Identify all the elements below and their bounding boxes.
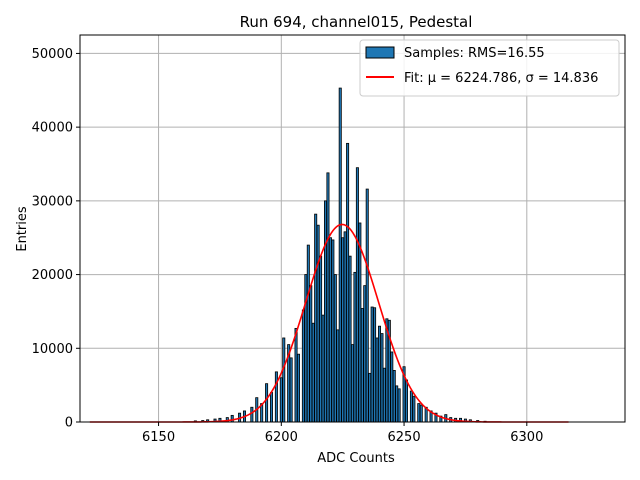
histogram-bar <box>355 167 359 423</box>
histogram-bar <box>390 351 394 423</box>
histogram-bar <box>358 222 362 423</box>
histogram-bar <box>326 172 330 423</box>
histogram-bar <box>269 392 273 423</box>
histogram-bar <box>368 372 372 423</box>
histogram-bar <box>289 357 293 423</box>
legend: Samples: RMS=16.55 Fit: μ = 6224.786, σ … <box>359 39 620 97</box>
histogram-bar <box>319 255 323 423</box>
histogram-bar <box>279 377 283 423</box>
histogram-bar <box>309 285 313 423</box>
histogram-bar <box>365 188 369 423</box>
histogram-bar <box>350 344 354 423</box>
histogram-bar <box>314 213 318 423</box>
x-tick-label: 6150 <box>142 430 175 445</box>
histogram-bar <box>265 383 269 423</box>
histogram-bar <box>321 314 325 423</box>
x-axis: 6150 6200 6250 6300 <box>142 422 543 445</box>
legend-swatch-samples <box>365 46 395 59</box>
x-tick-label: 6250 <box>388 430 421 445</box>
y-axis-title: Entries <box>15 206 30 252</box>
histogram-bar <box>377 325 381 423</box>
histogram-bar <box>348 255 352 423</box>
histogram-bar <box>392 369 396 423</box>
histogram-bar <box>336 329 340 423</box>
histogram-bar <box>385 318 389 423</box>
y-tick-label: 40000 <box>32 121 73 136</box>
x-axis-title: ADC Counts <box>317 451 395 466</box>
legend-label-fit: Fit: μ = 6224.786, σ = 14.836 <box>404 71 598 86</box>
histogram-bar <box>346 142 350 423</box>
histogram-bar <box>311 322 315 423</box>
histogram-bar <box>306 244 310 423</box>
histogram-bar <box>375 337 379 423</box>
histogram-bar <box>412 395 416 423</box>
legend-box <box>359 39 620 97</box>
histogram-bar <box>373 307 377 423</box>
y-axis: 0 10000 20000 30000 40000 50000 <box>32 47 80 431</box>
histogram-bar <box>419 404 423 423</box>
histogram-bar <box>417 403 421 423</box>
y-tick-label: 30000 <box>32 194 73 209</box>
histogram-bar <box>409 390 413 423</box>
histogram-bar <box>382 367 386 423</box>
y-tick-label: 20000 <box>32 268 73 283</box>
histogram-bar <box>301 309 305 423</box>
x-tick-label: 6200 <box>265 430 298 445</box>
histogram-bar <box>294 327 298 423</box>
histogram-bar <box>274 371 278 423</box>
histogram-bar <box>341 237 345 423</box>
histogram-bar <box>250 406 254 423</box>
histogram-bar <box>333 274 337 423</box>
histogram-bar <box>328 237 332 423</box>
y-tick-label: 50000 <box>32 47 73 62</box>
histogram-bar <box>397 388 401 423</box>
histogram-bar <box>343 231 347 423</box>
histogram-bar <box>380 333 384 423</box>
histogram-bar <box>331 239 335 423</box>
histogram-bar <box>405 379 409 423</box>
legend-label-samples: Samples: RMS=16.55 <box>404 46 545 61</box>
histogram-bar <box>323 200 327 423</box>
y-tick-label: 10000 <box>32 342 73 357</box>
y-tick-label: 0 <box>65 416 73 431</box>
histogram-bar <box>282 337 286 423</box>
histogram-bar <box>230 414 234 423</box>
histogram-bar <box>353 271 357 423</box>
chart-title: Run 694, channel015, Pedestal <box>240 13 473 31</box>
histogram-bar <box>370 306 374 423</box>
histogram-bar <box>363 285 367 423</box>
plot-area-frame <box>79 34 626 423</box>
histogram-bar <box>395 385 399 423</box>
histogram-bar <box>316 224 320 423</box>
histogram-bar <box>296 353 300 423</box>
x-tick-label: 6300 <box>510 430 543 445</box>
histogram-bar <box>338 87 342 423</box>
histogram-bar <box>360 308 364 423</box>
